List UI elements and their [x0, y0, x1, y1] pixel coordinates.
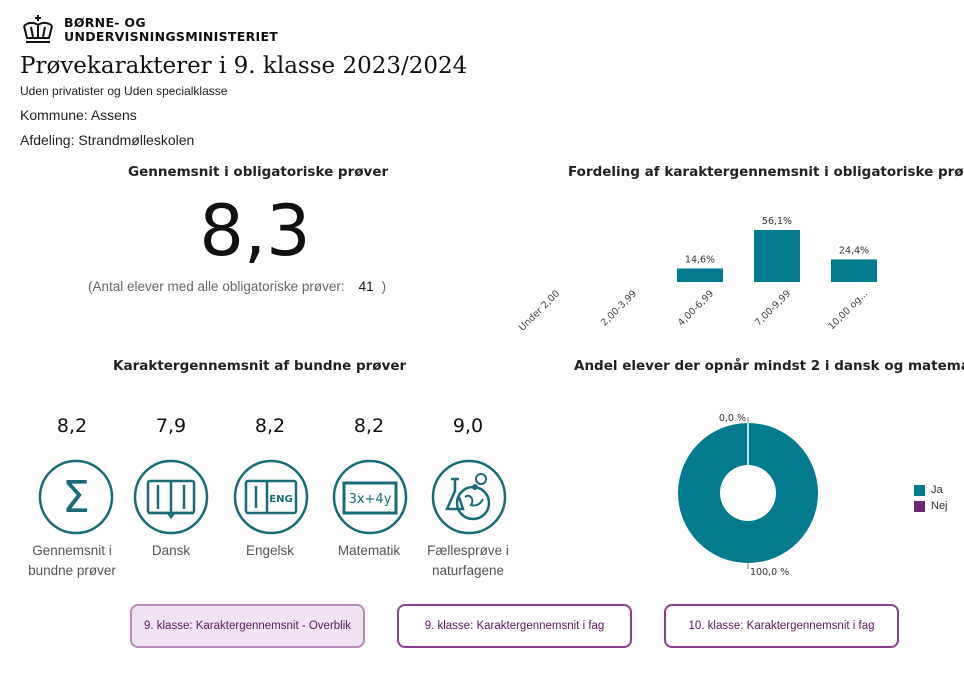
- bar-label-3: 56,1%: [762, 216, 792, 227]
- tick-label-2: 4,00-6,99: [676, 288, 716, 328]
- subject-value-average: 8,2: [56, 415, 88, 437]
- sigma-icon: Σ: [38, 459, 114, 535]
- logo-line-2: UNDERVISNINGSMINISTERIET: [64, 29, 279, 44]
- subject-value-naturfag: 9,0: [452, 415, 484, 437]
- average-value: 8,3: [199, 190, 311, 272]
- kommune-filter: Kommune: Assens: [20, 107, 137, 123]
- count-suffix: ): [381, 279, 387, 294]
- science-flask-icon: [431, 459, 507, 535]
- subject-label-matematik: Matematik: [337, 543, 401, 558]
- math-board-icon: 3x+4y: [332, 459, 408, 535]
- share-donut-chart: 0,0 % 100,0 %: [678, 413, 818, 578]
- legend-item-nej[interactable]: Nej: [914, 500, 948, 512]
- afdeling-filter: Afdeling: Strandmølleskolen: [20, 132, 195, 148]
- crown-logo-icon: [23, 15, 53, 43]
- page-title: Prøvekarakterer i 9. klasse 2023/2024: [20, 53, 468, 79]
- subject-value-dansk: 7,9: [155, 415, 187, 437]
- subject-label-average: Gennemsnit i bundne prøver: [24, 541, 120, 581]
- student-count-line: (Antal elever med alle obligatoriske prø…: [88, 279, 386, 294]
- ministry-logo-text: BØRNE- OG UNDERVISNINGSMINISTERIET: [64, 16, 278, 44]
- legend-item-ja[interactable]: Ja: [914, 484, 943, 496]
- donut-label-nej: 0,0 %: [719, 413, 746, 424]
- subject-value-engelsk: 8,2: [254, 415, 286, 437]
- tick-label-1: 2,00-3,99: [599, 288, 639, 328]
- nav-button-9-fag[interactable]: 9. klasse: Karaktergennemsnit i fag: [397, 604, 632, 648]
- bound-exams-title: Karaktergennemsnit af bundne prøver: [113, 358, 407, 374]
- subject-label-naturfag-line1: Fællesprøve i: [427, 543, 509, 558]
- subject-label-naturfag: Fællesprøve i naturfagene: [420, 541, 516, 581]
- tick-label-3: 7,00-9,99: [753, 288, 793, 328]
- subject-label-average-line2: bundne prøver: [28, 563, 116, 578]
- donut-label-ja: 100,0 %: [750, 567, 789, 578]
- bar-label-4: 24,4%: [839, 245, 869, 256]
- donut-slice-ja[interactable]: [678, 422, 818, 564]
- logo-line-1: BØRNE- OG: [64, 15, 146, 30]
- distribution-chart: Under 2,00 2,00-3,99 14,6% 4,00-6,99 56,1% 7,…: [517, 216, 877, 334]
- svg-text:3x+4y: 3x+4y: [349, 492, 392, 507]
- subject-label-naturfag-line2: naturfagene: [431, 563, 505, 578]
- nav-button-10-fag[interactable]: 10. klasse: Karaktergennemsnit i fag: [664, 604, 899, 648]
- legend-label-nej: Nej: [931, 500, 948, 512]
- subject-label-dansk: Dansk: [151, 543, 191, 558]
- average-title: Gennemsnit i obligatoriske prøver: [128, 164, 389, 180]
- bar-2[interactable]: [677, 268, 723, 282]
- subject-value-matematik: 8,2: [353, 415, 385, 437]
- legend-swatch-ja: [914, 484, 925, 496]
- legend-swatch-nej: [914, 500, 925, 512]
- book-icon: [133, 459, 209, 535]
- distribution-title: Fordeling af karaktergennemsnit i obliga…: [568, 164, 964, 180]
- subject-label-engelsk: Engelsk: [245, 543, 295, 558]
- bar-4[interactable]: [831, 259, 877, 282]
- bar-3[interactable]: [754, 230, 800, 282]
- subject-label-average-line1: Gennemsnit i: [32, 543, 112, 558]
- english-book-icon: ENG: [233, 459, 309, 535]
- svg-text:ENG: ENG: [269, 494, 292, 505]
- share-title: Andel elever der opnår mindst 2 i dansk …: [574, 358, 964, 374]
- bar-label-2: 14,6%: [685, 254, 715, 265]
- svg-text:Σ: Σ: [62, 472, 90, 523]
- nav-button-overview[interactable]: 9. klasse: Karaktergennemsnit - Overblik: [130, 604, 365, 648]
- count-value: 41: [358, 279, 374, 294]
- tick-label-0: Under 2,00: [517, 288, 562, 333]
- legend-label-ja: Ja: [931, 484, 943, 496]
- tick-label-4: 10,00 og...: [826, 288, 870, 332]
- page-subtitle: Uden privatister og Uden specialklasse: [20, 84, 228, 98]
- count-prefix: (Antal elever med alle obligatoriske prø…: [88, 279, 345, 294]
